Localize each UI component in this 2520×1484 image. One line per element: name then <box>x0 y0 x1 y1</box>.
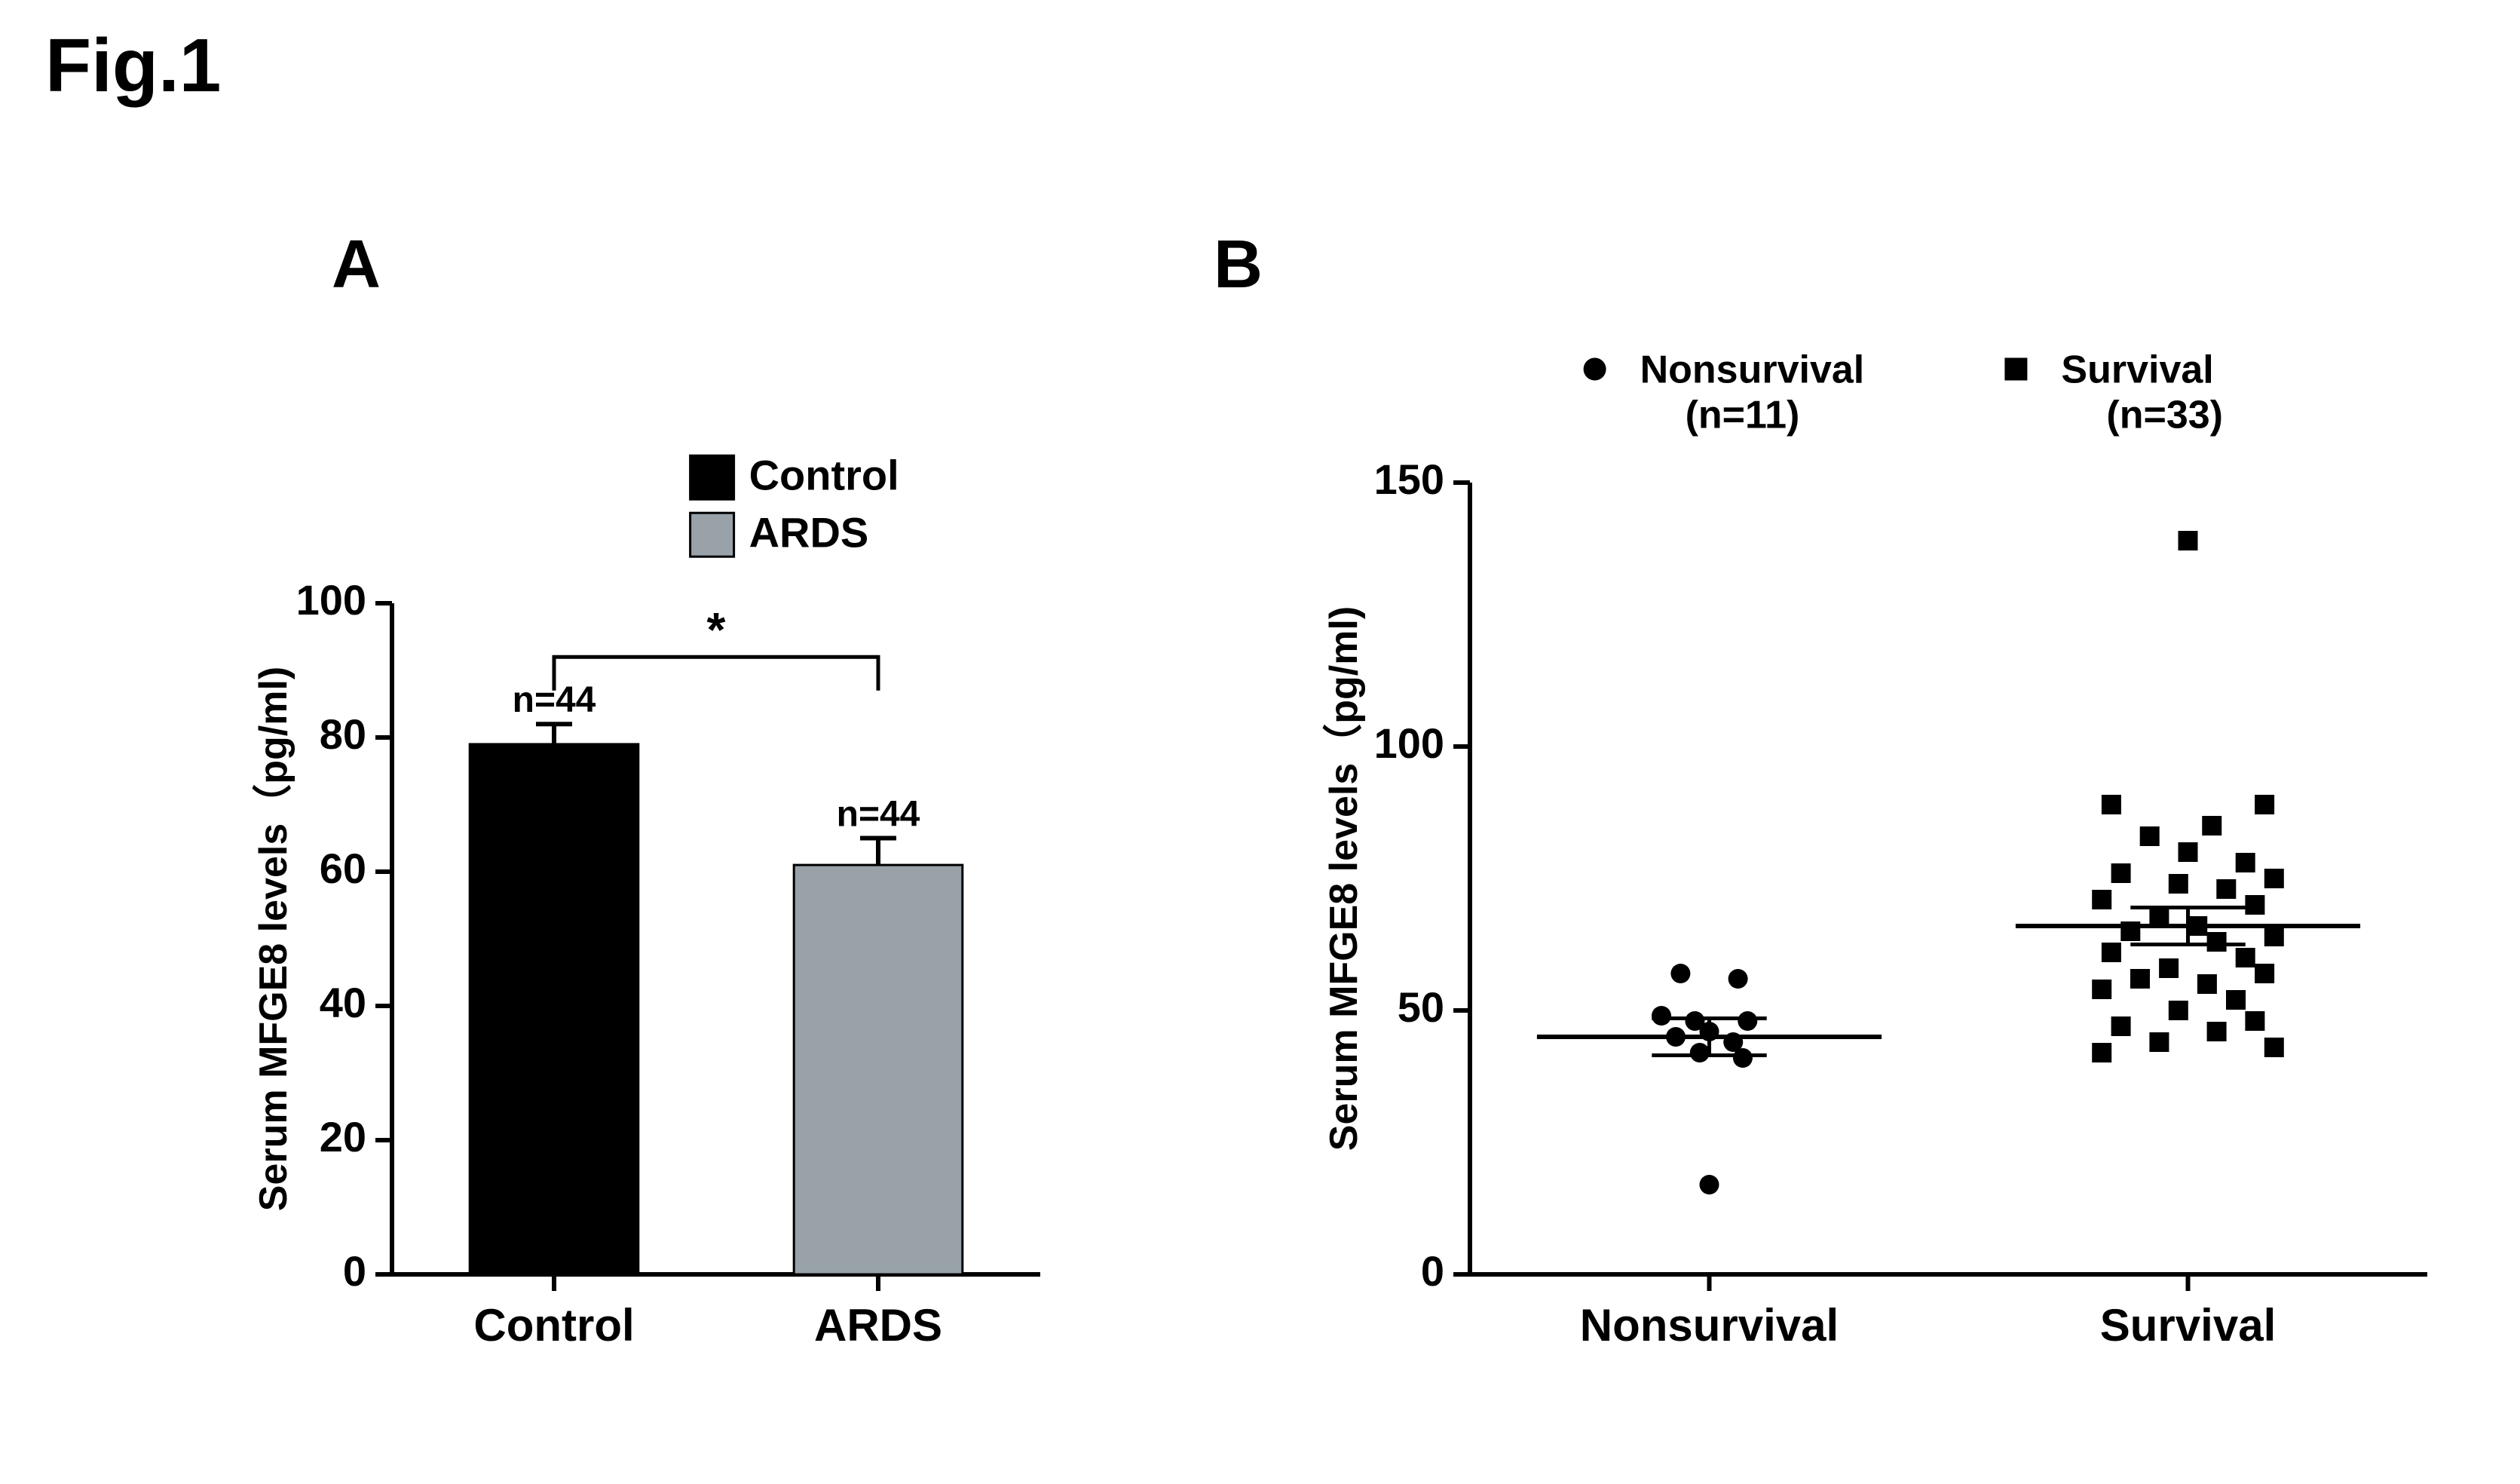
svg-text:(n=33): (n=33) <box>2106 394 2223 437</box>
data-point <box>2102 795 2121 814</box>
data-point <box>2216 879 2236 899</box>
data-point <box>2202 816 2221 836</box>
data-point <box>1690 1043 1710 1062</box>
panel-a-label: A <box>332 226 381 304</box>
svg-text:*: * <box>707 602 726 657</box>
bar <box>794 865 963 1274</box>
svg-text:Nonsurvival: Nonsurvival <box>1580 1300 1839 1351</box>
svg-text:20: 20 <box>320 1113 366 1161</box>
data-point <box>2197 974 2217 994</box>
data-point <box>2245 895 2264 915</box>
data-point <box>2169 1001 2188 1020</box>
svg-text:Control: Control <box>749 451 899 498</box>
bar-chart-svg: 0 20 40 60 80 100Serum MFGE8 levels（pg/ml) n=4… <box>241 422 1070 1372</box>
svg-text:40: 40 <box>320 979 366 1026</box>
svg-text:Survival: Survival <box>2061 348 2213 392</box>
data-point <box>2111 863 2131 883</box>
panel-b-label: B <box>1214 226 1263 304</box>
data-point <box>1700 1022 1719 1041</box>
data-point <box>1652 1006 1671 1026</box>
data-point <box>2188 916 2207 936</box>
data-point <box>2236 948 2255 967</box>
svg-text:Nonsurvival: Nonsurvival <box>1640 348 1865 392</box>
scatter-chart-svg: 0 50 100 150 Serum MFGE8 levels（pg/ml) Nonsur… <box>1312 332 2457 1372</box>
data-point <box>1666 1027 1686 1047</box>
data-point <box>2092 1043 2111 1062</box>
legend-swatch <box>690 513 734 556</box>
bar <box>470 744 638 1274</box>
data-point <box>1733 1048 1753 1068</box>
data-point <box>2169 874 2188 894</box>
svg-text:ARDS: ARDS <box>814 1300 942 1351</box>
svg-text:0: 0 <box>1421 1247 1444 1295</box>
figure-title: Fig.1 <box>45 23 221 109</box>
data-point <box>2226 990 2246 1010</box>
svg-text:150: 150 <box>1374 455 1444 503</box>
data-point <box>2130 969 2150 989</box>
panel-b-chart: 0 50 100 150 Serum MFGE8 levels（pg/ml) Nonsur… <box>1312 332 2457 1372</box>
data-point <box>2092 890 2111 909</box>
data-point <box>2245 1011 2264 1031</box>
svg-text:ARDS: ARDS <box>749 508 869 556</box>
svg-text:0: 0 <box>343 1247 366 1295</box>
data-point <box>2255 795 2274 814</box>
svg-text:n=44: n=44 <box>837 795 920 835</box>
svg-text:Serum MFGE8 levels（pg/ml): Serum MFGE8 levels（pg/ml) <box>1322 606 1366 1151</box>
data-point <box>2264 1038 2284 1057</box>
svg-text:100: 100 <box>296 576 366 624</box>
data-point <box>2255 964 2274 983</box>
data-point <box>2207 1022 2227 1041</box>
data-point <box>1738 1011 1757 1031</box>
legend-marker <box>2004 358 2027 381</box>
data-point <box>2179 531 2198 550</box>
data-point <box>2120 921 2140 941</box>
data-point <box>2140 826 2160 846</box>
data-point <box>2111 1016 2131 1036</box>
data-point <box>2207 932 2227 952</box>
data-point <box>1700 1175 1719 1194</box>
data-point <box>1670 964 1690 983</box>
data-point <box>1728 969 1748 989</box>
data-point <box>2159 958 2179 978</box>
legend-swatch <box>690 455 734 499</box>
data-point <box>2092 980 2111 999</box>
svg-text:Survival: Survival <box>2100 1300 2276 1351</box>
svg-text:100: 100 <box>1374 719 1444 767</box>
svg-text:(n=11): (n=11) <box>1686 394 1800 437</box>
svg-text:80: 80 <box>320 710 366 758</box>
page-root: Fig.1 A B 020406080100Serum MFGE8 levels… <box>0 0 2520 1484</box>
legend-marker <box>1584 358 1606 381</box>
data-point <box>2179 842 2198 862</box>
svg-text:Control: Control <box>473 1300 634 1351</box>
data-point <box>2149 906 2169 925</box>
data-point <box>2264 869 2284 888</box>
panel-a-chart: 0 20 40 60 80 100Serum MFGE8 levels（pg/ml) n=4… <box>241 422 1070 1372</box>
data-point <box>2102 943 2121 962</box>
svg-text:60: 60 <box>320 845 366 892</box>
svg-text:50: 50 <box>1398 983 1444 1031</box>
svg-text:Serum MFGE8 levels（pg/ml): Serum MFGE8 levels（pg/ml) <box>252 667 295 1211</box>
data-point <box>2236 853 2255 872</box>
data-point <box>2264 927 2284 946</box>
data-point <box>2149 1032 2169 1052</box>
